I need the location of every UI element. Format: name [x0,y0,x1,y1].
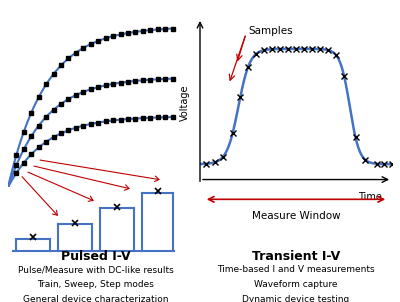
Text: Dynamic device testing: Dynamic device testing [242,295,350,302]
Text: Transient I-V: Transient I-V [252,250,340,263]
Text: Pulsed I-V: Pulsed I-V [61,250,131,263]
Text: Pulse/Measure with DC-like results: Pulse/Measure with DC-like results [18,265,174,274]
Text: Train, Sweep, Step modes: Train, Sweep, Step modes [38,280,154,289]
Text: Voltage: Voltage [180,85,190,121]
Text: Waveform capture: Waveform capture [254,280,338,289]
Text: General device characterization: General device characterization [23,295,169,302]
Text: Measure Window: Measure Window [252,211,340,221]
Text: Time-based I and V measurements: Time-based I and V measurements [217,265,375,274]
Text: Time: Time [358,192,382,202]
Text: Samples: Samples [248,26,293,36]
